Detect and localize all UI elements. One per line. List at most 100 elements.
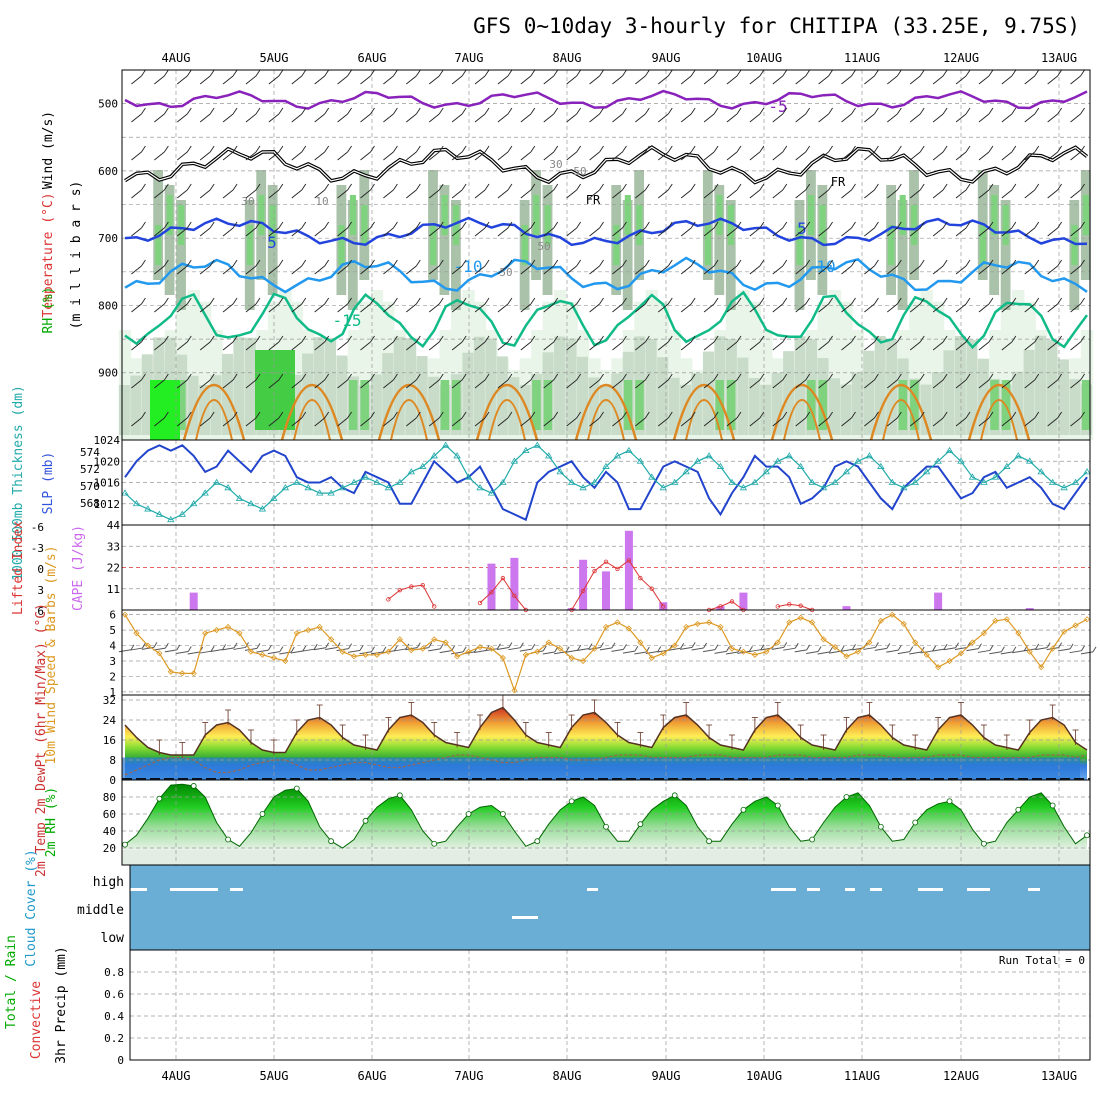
wind-barb: [887, 341, 898, 351]
rh-shade: [726, 380, 736, 430]
wind-barb: [383, 379, 394, 389]
li-marker: [409, 584, 414, 589]
wind-speed-marker: [763, 648, 770, 655]
wind-barb: [428, 227, 440, 237]
wind-barb: [657, 341, 669, 351]
wind-speed-marker: [751, 651, 758, 658]
wind-barb-flag: [347, 373, 352, 381]
date-label-bottom: 12AUG: [943, 1069, 979, 1083]
surface-wind-barb: [680, 646, 693, 650]
wind-barb: [612, 341, 623, 351]
surface-wind-barb-flag: [886, 643, 891, 649]
wind-barb-flag: [324, 297, 330, 305]
wind-barb: [543, 265, 555, 275]
rh-marker: [431, 840, 438, 847]
rh-shade: [588, 377, 600, 435]
wind-speed-marker: [774, 639, 781, 646]
li-marker: [500, 575, 506, 581]
rh-shade: [336, 355, 348, 435]
wind-barb: [589, 113, 600, 123]
wind-speed-marker: [156, 650, 163, 657]
wind-barb-flag: [186, 373, 192, 381]
surface-wind-barb-flag: [760, 644, 765, 650]
wind-barb: [131, 417, 142, 427]
wind-speed-marker: [305, 627, 312, 634]
rh-shade: [657, 357, 669, 435]
rh-shade: [325, 337, 337, 435]
wind-barb-flag: [530, 297, 536, 305]
wind-barb-flag: [965, 259, 971, 267]
wind-barb-flag: [393, 297, 398, 305]
wind-barb: [291, 227, 303, 237]
wind-barb: [222, 379, 234, 389]
wind-barb-flag: [301, 221, 307, 229]
wind-barb: [589, 341, 600, 351]
wind-speed-marker: [786, 619, 793, 626]
wind-barb-flag: [1011, 411, 1017, 419]
wind-barb-flag: [736, 221, 742, 229]
pressure-tick-label: 500: [98, 98, 118, 111]
wind-barb-flag: [759, 107, 765, 115]
wind-barb-flag: [1080, 335, 1085, 343]
wind-speed-marker: [683, 623, 690, 631]
wind-barb-flag: [301, 335, 307, 343]
chart-title: GFS 0~10day 3-hourly for CHITIPA (33.25E…: [473, 14, 1080, 38]
surface-wind-barb: [1069, 650, 1082, 654]
wind-barb-flag: [393, 107, 398, 115]
wind-barb-flag: [186, 69, 192, 77]
rh-shade: [246, 225, 253, 265]
rh-shade: [451, 380, 461, 430]
wind-barb-flag: [988, 411, 994, 419]
wind-barb: [131, 227, 142, 237]
precip-panel: 0.8 0.6 0.4 0.2 0: [104, 949, 1091, 1067]
surface-wind-barb: [565, 649, 578, 653]
wind-barb-flag: [324, 69, 330, 77]
wind-barb: [612, 303, 623, 313]
wind-barb: [887, 189, 898, 199]
wind-barb: [154, 341, 165, 351]
wind-barb: [932, 151, 944, 161]
rh-shade: [727, 205, 734, 245]
thickness-marker: [636, 457, 645, 464]
wind-speed-marker: [328, 636, 335, 643]
slp-tick-label: 1020: [94, 455, 121, 468]
wind-frame: [121, 609, 1091, 696]
thickness-marker: [957, 457, 965, 464]
rh-shade: [748, 378, 760, 435]
wind-barb: [749, 75, 761, 85]
surface-wind-barb: [577, 647, 590, 651]
wind-barb-flag: [965, 183, 971, 191]
wind-barb-flag: [484, 297, 490, 305]
wind-barb-flag: [713, 107, 719, 115]
rh-shade: [635, 380, 644, 430]
wind-barb: [566, 265, 577, 275]
wind-barb: [749, 113, 761, 123]
wind-barb: [955, 227, 967, 237]
wind-barb-flag: [415, 335, 421, 343]
thickness-marker: [121, 489, 129, 496]
wind-barb: [932, 75, 944, 85]
thickness-marker: [968, 473, 977, 480]
wind-barb-flag: [782, 221, 788, 229]
wind-speed-marker: [454, 653, 461, 660]
surface-wind-barb: [909, 651, 922, 655]
wind-barb-flag: [690, 373, 696, 381]
rh-marker: [809, 836, 816, 843]
wind-barb-flag: [163, 373, 169, 381]
wind-barb: [176, 189, 188, 199]
wind-barb-flag: [919, 183, 925, 191]
surface-wind-barb: [737, 650, 750, 654]
wind-barb-flag: [301, 107, 307, 115]
wind-speed-marker: [488, 645, 495, 652]
rh-shade: [1023, 349, 1035, 435]
wind-barb-flag: [232, 259, 238, 267]
li-tick-label: 0: [37, 563, 44, 576]
rh-shade: [462, 352, 474, 435]
rh-shade: [244, 337, 256, 435]
rh-shade: [1057, 359, 1069, 435]
thickness-marker: [739, 484, 748, 491]
wind-barb: [360, 417, 371, 427]
thickness-marker: [419, 462, 427, 469]
contour-label: -15: [333, 311, 362, 330]
wind-barb: [909, 189, 921, 199]
